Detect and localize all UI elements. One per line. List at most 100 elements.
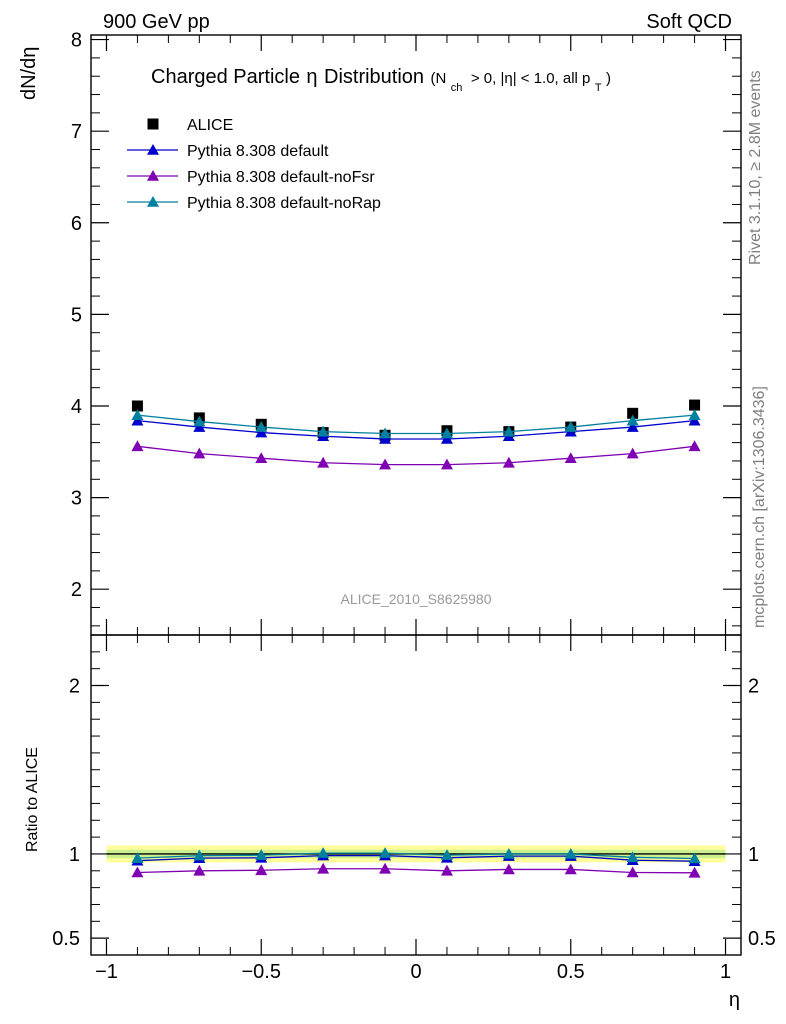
series-3-point [688,409,701,420]
ratio-series-2-point [317,847,330,858]
title-part-sub-close: ) [606,70,611,87]
legend-label: Pythia 8.308 default-noRap [187,195,381,212]
series-3-point [131,409,144,420]
legend-label: ALICE [187,117,233,134]
title-part-sub-open: (N [431,70,447,87]
series-3-point [317,425,330,437]
ratio-y-tick-label-left: 1 [69,844,80,866]
data-series [131,399,701,878]
alice-data-point [627,407,639,419]
title-part-main: Charged Particle [151,66,300,88]
ratio-y-tick-label-left: 2 [69,676,80,698]
ratio-series-1-point [688,866,701,878]
title-part-sub-mid: > 0, |η| < 1.0, all p [471,70,591,87]
series-3-point [564,421,577,432]
series-1-point [440,432,453,444]
header-right: Soft QCD [646,11,732,33]
series-2-point [193,447,206,459]
ratio-series-1-point [255,864,268,876]
legend-label: Pythia 8.308 default-noFsr [187,169,375,186]
title-part-eta: η [306,66,317,88]
x-tick-label: 0.5 [557,961,585,983]
axes: −1 −0.5 0 0.5 1 η 2 3 4 5 6 7 8 0.5 0.5 1 1 2 2 [52,30,776,1011]
legend-marker [147,196,159,207]
series-2-point [688,440,701,452]
series-3-point [440,427,453,439]
ratio-series-2-point [564,847,577,859]
series-2-point [626,447,639,459]
main-y-axis-label: dN/dη [18,47,40,100]
ratio-series-2-point [688,852,701,864]
legend-label: Pythia 8.308 default [187,143,329,160]
title-part-sub-ch: ch [451,82,463,94]
legend-marker-alice [147,118,159,130]
series-2-point [502,456,515,468]
series-1-point [193,421,206,432]
series-1-point [255,426,268,438]
series-3-point [502,425,515,437]
ratio-frame [90,634,742,956]
x-tick-label: −1 [95,961,118,983]
ratio-series-line-2 [137,852,695,860]
ratio-series-line-0 [137,854,695,862]
title-part-main2: Distribution [324,66,424,88]
alice-data-point [131,400,143,412]
ratio-y-axis-label: Ratio to ALICE [24,747,41,852]
ratio-series-2-point [255,849,268,860]
series-line-1 [137,420,695,440]
y-tick-label: 8 [71,30,82,52]
y-tick-label: 3 [71,488,82,510]
series-2-point [255,452,268,464]
ratio-y-tick-label-right: 2 [748,676,759,698]
series-2-point [317,456,330,468]
ratio-series-1-point [379,862,392,874]
ratio-series-2-point [440,849,453,860]
x-axis-label: η [729,989,740,1011]
legend: ALICE Pythia 8.308 default Pythia 8.308 de… [127,117,381,212]
ratio-series-1-point [193,864,206,876]
series-2-point [131,440,144,452]
ratio-series-1-point [626,866,639,878]
ratio-series-2-point [193,849,206,861]
x-tick-label: 0 [410,961,421,983]
ratio-series-1-point [317,862,330,874]
ratio-series-line-1 [137,868,695,874]
ratio-series-2-point [131,852,144,863]
y-tick-label: 7 [71,121,82,143]
chart-title: Charged Particle η Distribution (N ch > … [151,66,611,95]
legend-marker [147,170,159,181]
title-part-sub-T: T [595,82,602,94]
ratio-series-2-point [379,847,392,858]
series-3-point [379,427,392,439]
series-1-point [379,432,392,444]
side-label-top: Rivet 3.1.10, ≥ 2.8M events [747,70,764,265]
legend-marker [147,144,159,155]
series-2-point [379,458,392,470]
series-line-3 [137,414,695,435]
y-tick-label: 2 [71,579,82,601]
series-3-point [255,421,268,432]
side-label-bottom: mcplots.cern.ch [arXiv:1306.3436] [751,386,768,628]
ratio-series-1-point [564,863,577,875]
ratio-series-2-point [502,847,515,859]
series-3-point [193,415,206,427]
series-1-point [688,414,701,426]
ratio-series-1-point [440,864,453,876]
series-3-point [626,414,639,426]
y-tick-label: 4 [71,396,82,418]
ratio-series-2-point [626,851,639,863]
ratio-y-tick-label-right: 1 [748,844,759,866]
alice-data-point [689,399,701,411]
analysis-label: ALICE_2010_S8625980 [340,591,491,607]
series-line-2 [137,445,695,466]
series-1-point [131,414,144,426]
series-2-point [440,458,453,470]
ratio-series-1-point [131,866,144,878]
header-left: 900 GeV pp [103,11,210,33]
ratio-y-tick-label-left: 0.5 [52,928,80,950]
x-tick-label: −0.5 [241,961,280,983]
ratio-series-1-point [502,863,515,875]
y-tick-label: 5 [71,304,82,326]
x-tick-label: 1 [720,961,731,983]
